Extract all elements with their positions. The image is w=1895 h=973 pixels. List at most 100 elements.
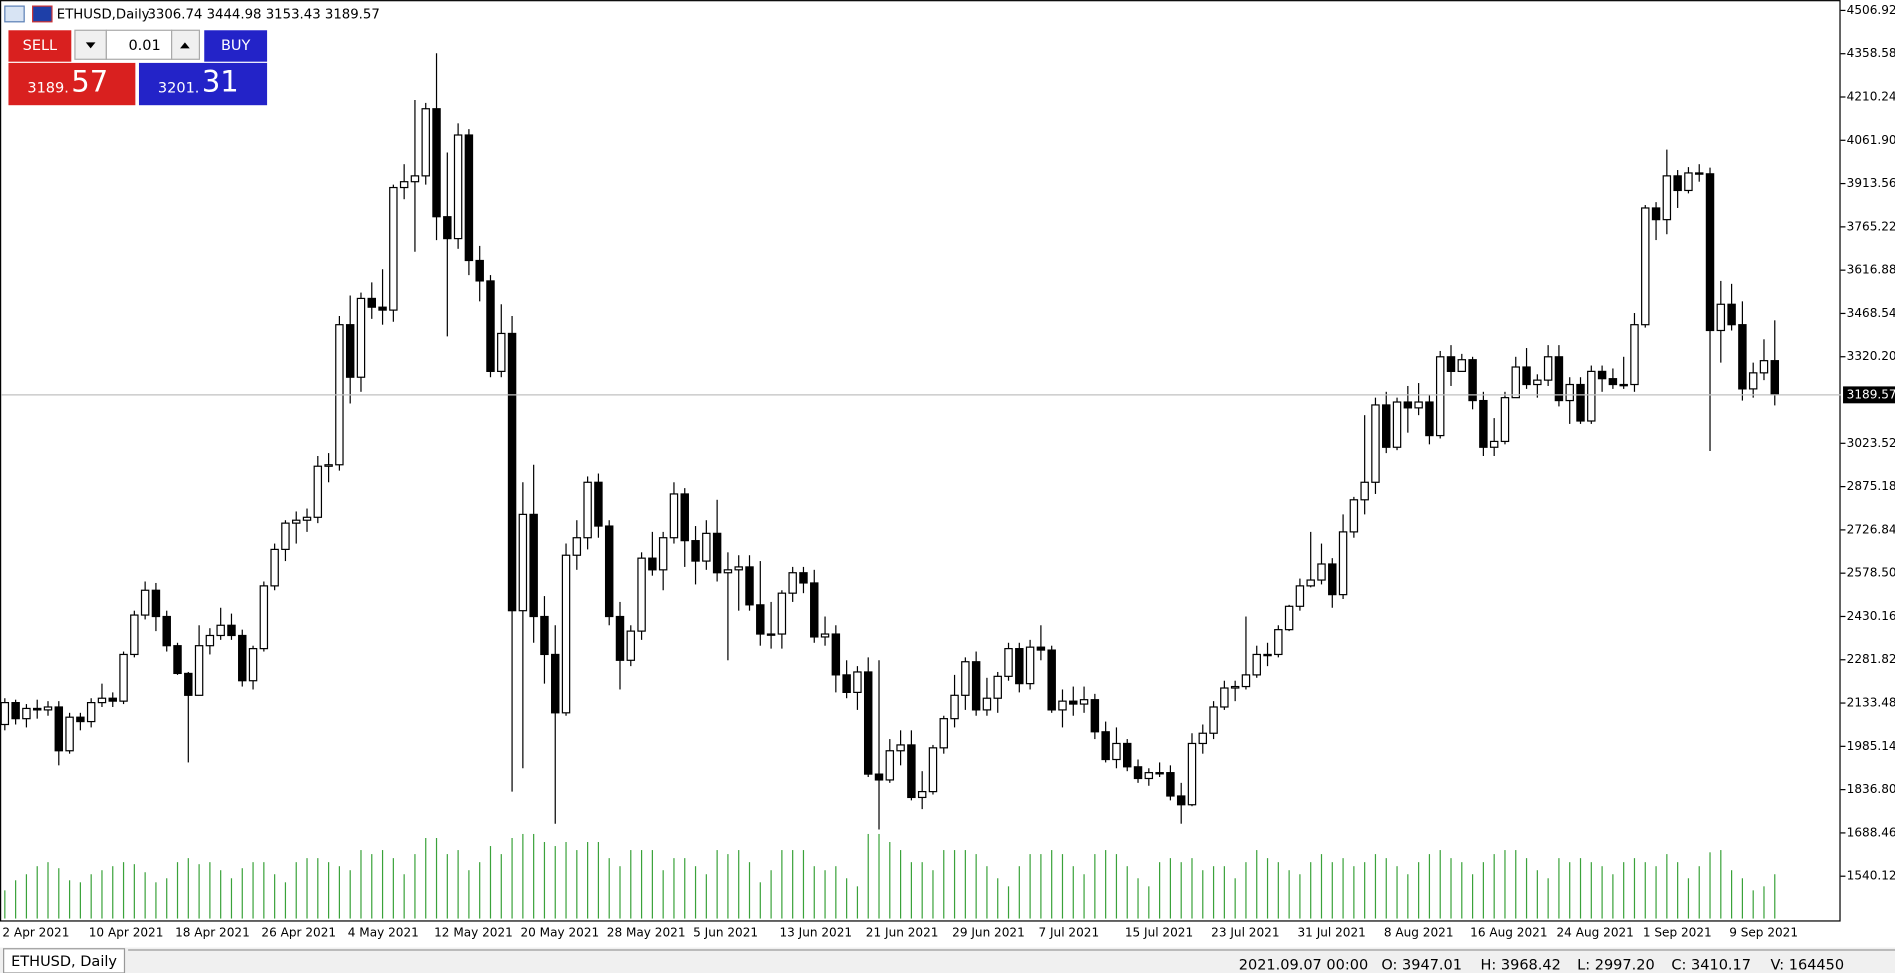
candle-body (1274, 629, 1283, 656)
candle-body (777, 592, 787, 635)
candle-body (1241, 674, 1251, 688)
candle-body (1759, 360, 1769, 374)
candle-body (1284, 605, 1294, 631)
candle-body (1619, 383, 1628, 387)
candle-body (874, 773, 884, 781)
y-tick-label: 4210.24 (1847, 89, 1895, 103)
candle-body (1425, 401, 1434, 437)
candle-body (928, 747, 938, 793)
candle-body (896, 744, 905, 752)
candle-body (32, 707, 42, 711)
candle-body (1511, 366, 1520, 399)
candle-body (1673, 175, 1682, 192)
candle-body (140, 589, 150, 616)
candle-body (971, 661, 981, 711)
candle-body (464, 134, 474, 262)
candle-body (399, 181, 409, 189)
candle-body (76, 716, 85, 723)
bid-box[interactable] (8, 62, 136, 106)
candle-body (1392, 401, 1402, 448)
y-tick-label: 3468.54 (1847, 306, 1895, 320)
candle-body (1349, 499, 1359, 533)
candle-body (291, 519, 301, 524)
x-tick-label: 10 Apr 2021 (89, 926, 164, 940)
candle-body (11, 702, 20, 720)
candle-body (712, 532, 722, 574)
candle-body (1705, 173, 1715, 332)
candle-body (1446, 356, 1456, 372)
y-tick-label: 2578.50 (1847, 566, 1895, 580)
bid-main: 3189. (27, 80, 69, 96)
candle-body (961, 661, 970, 696)
ask-main: 3201. (158, 80, 200, 96)
candle-body (1133, 766, 1143, 780)
candle-body (648, 557, 657, 571)
flag-icon[interactable] (32, 5, 53, 23)
candle-body (216, 624, 225, 637)
candle-body (917, 791, 927, 799)
x-tick-label: 1 Sep 2021 (1643, 926, 1712, 940)
x-tick-label: 31 Jul 2021 (1297, 926, 1365, 940)
lot-field[interactable] (105, 29, 173, 60)
candle-body (65, 716, 74, 752)
candle-body (54, 706, 64, 752)
candle-body (518, 513, 528, 612)
candle-body (1155, 772, 1164, 775)
candle-body (281, 522, 290, 551)
bid-big: 57 (71, 64, 108, 98)
candle-body (1198, 732, 1208, 745)
ask-box[interactable] (138, 62, 268, 106)
candle-body (22, 707, 31, 720)
candle-body (1317, 563, 1326, 581)
candle-body (453, 134, 463, 240)
y-tick-label: 2875.18 (1847, 479, 1895, 493)
candle-body (853, 671, 862, 693)
candle-body (885, 750, 895, 781)
x-tick-label: 12 May 2021 (434, 926, 513, 940)
candle-body (1533, 379, 1542, 386)
candle-body (810, 582, 819, 638)
sell-button[interactable] (8, 30, 72, 62)
y-tick-label: 4358.58 (1847, 46, 1895, 60)
y-tick-label: 2726.84 (1847, 522, 1895, 536)
chart-icon[interactable] (4, 5, 25, 23)
candle-body (497, 332, 506, 372)
candle-body (507, 332, 517, 612)
x-tick-label: 15 Jul 2021 (1125, 926, 1193, 940)
y-tick-label: 3023.52 (1847, 436, 1895, 450)
x-tick-label: 29 Jun 2021 (952, 926, 1025, 940)
x-tick-label: 2 Apr 2021 (2, 926, 69, 940)
candle-body (1716, 303, 1726, 332)
candle-body (205, 634, 215, 647)
x-tick-label: 20 May 2021 (520, 926, 599, 940)
candle-body (842, 674, 851, 693)
candle-body (1694, 172, 1704, 175)
candle-body (1360, 481, 1369, 501)
buy-button[interactable] (204, 30, 268, 62)
candle-body (939, 718, 948, 749)
candle-body (486, 280, 495, 372)
candle-body (313, 465, 323, 518)
candle-body (389, 186, 398, 311)
x-tick-label: 21 Jun 2021 (866, 926, 939, 940)
lot-down[interactable] (74, 29, 107, 60)
candle-body (1187, 742, 1197, 806)
price-tag (1843, 386, 1895, 404)
candle-body (1220, 687, 1229, 708)
candle-body (151, 589, 161, 618)
x-tick-label: 9 Sep 2021 (1729, 926, 1798, 940)
status-close: C: 3410.17 (1671, 958, 1751, 973)
x-tick-label: 18 Apr 2021 (175, 926, 250, 940)
candle-body (1684, 172, 1693, 192)
candle-body (1457, 359, 1467, 372)
candle-body (551, 653, 560, 714)
candle-body (1489, 440, 1499, 448)
candle-body (356, 297, 366, 378)
candle-body (907, 744, 916, 799)
x-tick-label: 23 Jul 2021 (1211, 926, 1279, 940)
chart-tab[interactable] (3, 948, 126, 973)
candle-body (410, 175, 420, 183)
candle-body (680, 493, 689, 542)
candle-body (1176, 795, 1186, 806)
